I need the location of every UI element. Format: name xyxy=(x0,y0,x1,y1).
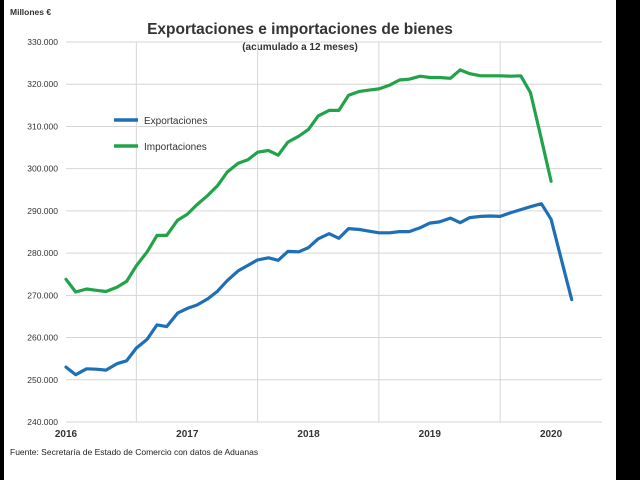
chart-panel: Exportaciones e importaciones de bienes … xyxy=(4,0,616,480)
line-chart: Exportaciones e importaciones de bienes … xyxy=(10,7,602,457)
gridlines xyxy=(66,41,602,423)
x-tick-label: 2016 xyxy=(55,429,78,440)
legend: Exportaciones Importaciones xyxy=(114,116,207,153)
x-tick-label: 2017 xyxy=(176,429,199,440)
y-axis-label: Millones € xyxy=(10,7,51,17)
y-tick-label: 320.000 xyxy=(27,79,58,89)
chart-subtitle: (acumulado a 12 meses) xyxy=(242,42,358,53)
y-tick-label: 240.000 xyxy=(27,417,58,427)
x-tick-labels: 2016 2017 2018 2019 2020 xyxy=(55,429,563,440)
x-tick-label: 2020 xyxy=(540,429,563,440)
y-tick-label: 270.000 xyxy=(27,290,58,300)
series-line-exportaciones xyxy=(64,202,574,377)
y-tick-label: 260.000 xyxy=(27,333,58,343)
x-tick-label: 2018 xyxy=(297,429,320,440)
y-tick-label: 290.000 xyxy=(27,206,58,216)
y-tick-label: 310.000 xyxy=(27,121,58,131)
y-tick-label: 330.000 xyxy=(27,37,58,47)
source-note: Fuente: Secretaría de Estado de Comercio… xyxy=(10,447,258,457)
legend-label: Exportaciones xyxy=(144,116,207,127)
y-tick-label: 300.000 xyxy=(27,164,58,174)
y-tick-label: 280.000 xyxy=(27,248,58,258)
chart-title: Exportaciones e importaciones de bienes xyxy=(147,21,453,38)
series-line-importaciones xyxy=(64,68,553,294)
x-tick-label: 2019 xyxy=(419,429,442,440)
legend-label: Importaciones xyxy=(144,142,207,153)
series-lines xyxy=(64,68,574,377)
y-tick-labels: 240.000 250.000 260.000 270.000 280.000 290.0… xyxy=(27,37,58,427)
y-tick-label: 250.000 xyxy=(27,375,58,385)
